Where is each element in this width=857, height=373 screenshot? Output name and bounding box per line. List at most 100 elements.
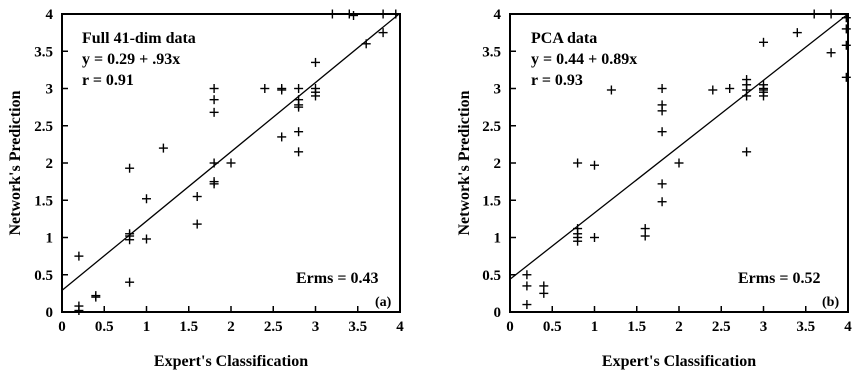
data-point [125, 163, 135, 173]
data-point [391, 9, 401, 19]
data-point [192, 192, 202, 202]
data-point [573, 158, 583, 168]
data-point [158, 143, 168, 153]
data-point [378, 28, 388, 38]
data-point [573, 236, 583, 246]
data-point [294, 84, 304, 93]
data-point [260, 84, 270, 93]
y-tick-label: 2.5 [482, 119, 501, 135]
y-axis-label: Network's Prediction [7, 90, 24, 235]
data-point [378, 9, 388, 19]
data-point [657, 84, 667, 93]
regression-line [509, 13, 849, 280]
data-point [91, 292, 101, 302]
x-tick-label: 2.5 [264, 319, 283, 335]
y-tick-label: 0 [494, 305, 502, 321]
data-point [640, 231, 650, 241]
y-tick-label: 3 [46, 82, 54, 98]
data-point [125, 235, 135, 245]
data-point [209, 95, 219, 105]
x-tick-label: 4 [396, 319, 404, 335]
data-point [809, 9, 819, 19]
chart-panel-a: 0 0.5 1 1.5 2 2.5 3 3.5 4 0 0.5 1 1.5 2 2.5 3 3.5 4 Full … [7, 7, 404, 370]
x-tick-label: 0.5 [543, 319, 562, 335]
y-tick-label: 1.5 [482, 193, 501, 209]
x-tick-label: 3 [760, 319, 768, 335]
axis-ticks: 0 0.5 1 1.5 2 2.5 3 3.5 4 0 0.5 1 1.5 2 2.5 3 3.5 4 [34, 7, 404, 335]
regression-line [61, 13, 400, 291]
x-tick-label: 2.5 [712, 319, 731, 335]
annotation-dataset: Full 41-dim data [82, 30, 196, 47]
x-tick-label: 0.5 [95, 319, 114, 335]
data-point [294, 147, 304, 157]
y-tick-label: 1 [494, 231, 502, 247]
y-tick-label: 0 [46, 305, 54, 321]
x-tick-label: 4 [844, 319, 852, 335]
chart-panel-b: 0 0.5 1 1.5 2 2.5 3 3.5 4 0 0.5 1 1.5 2 2.5 3 3.5 4 PCA d… [456, 7, 852, 370]
data-point [759, 37, 768, 47]
annotation-equation: y = 0.44 + 0.89x [531, 51, 637, 68]
data-point [311, 57, 320, 67]
data-point [657, 197, 667, 207]
data-point [522, 270, 532, 280]
data-point [841, 13, 851, 23]
y-tick-label: 4 [494, 7, 502, 23]
axis-ticks: 0 0.5 1 1.5 2 2.5 3 3.5 4 0 0.5 1 1.5 2 2.5 3 3.5 4 [482, 7, 852, 335]
x-tick-label: 1 [591, 319, 599, 335]
data-point [209, 158, 219, 168]
data-point [209, 107, 219, 117]
data-points [74, 9, 401, 316]
data-point [674, 158, 684, 168]
x-tick-label: 0 [58, 319, 66, 335]
data-point [327, 9, 337, 19]
x-tick-label: 1 [143, 319, 151, 335]
y-tick-label: 0.5 [482, 268, 501, 284]
data-point [277, 85, 287, 95]
data-point [361, 39, 371, 49]
data-point [841, 72, 851, 82]
erms-label: Erms = 0.43 [296, 270, 378, 287]
data-point [294, 102, 304, 112]
data-point [522, 300, 532, 310]
y-tick-label: 2.5 [34, 119, 53, 135]
x-axis-label: Expert's Classification [602, 353, 756, 370]
x-tick-label: 2 [675, 319, 683, 335]
y-tick-label: 3.5 [482, 44, 501, 60]
data-point [657, 179, 667, 189]
y-tick-label: 1 [46, 231, 54, 247]
y-tick-label: 4 [46, 7, 54, 23]
data-point [277, 132, 287, 142]
y-tick-label: 0.5 [34, 268, 53, 284]
annotation-equation: y = 0.29 + .93x [82, 51, 180, 68]
data-point [725, 84, 735, 93]
data-point [142, 234, 151, 244]
y-tick-label: 1.5 [34, 193, 53, 209]
data-point [657, 127, 667, 137]
data-point [311, 91, 320, 101]
data-point [826, 9, 836, 19]
x-tick-label: 1.5 [179, 319, 198, 335]
y-axis-label: Network's Prediction [456, 90, 473, 235]
data-point [226, 158, 236, 168]
annotation-dataset: PCA data [531, 30, 597, 47]
x-tick-label: 2 [227, 319, 235, 335]
y-tick-label: 2 [46, 156, 54, 172]
x-axis-label: Expert's Classification [154, 353, 308, 370]
annotation-correlation: r = 0.93 [531, 72, 583, 89]
data-point [349, 10, 359, 20]
data-point [742, 91, 752, 101]
data-point [74, 251, 84, 261]
data-point [522, 281, 532, 291]
data-point [657, 106, 667, 116]
x-tick-label: 0 [506, 319, 514, 335]
data-point [742, 147, 752, 157]
x-tick-label: 1.5 [627, 319, 646, 335]
data-points [522, 9, 851, 310]
data-point [792, 28, 802, 38]
panel-label: (b) [822, 295, 839, 310]
data-point [209, 84, 219, 93]
y-tick-label: 3.5 [34, 44, 53, 60]
data-point [192, 219, 202, 229]
data-point [590, 233, 599, 242]
